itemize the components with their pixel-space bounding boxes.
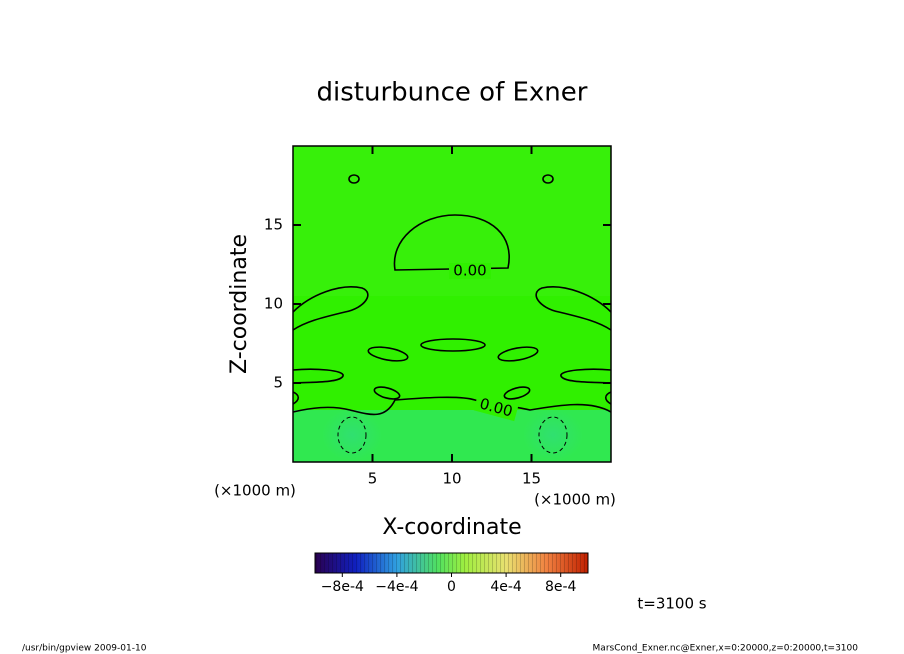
contour [560,368,612,384]
contour [604,391,612,405]
contour [538,416,568,454]
x-tick-label: 5 [368,470,378,488]
contour [292,286,369,331]
colorbar-tick-label: −8e-4 [321,579,364,595]
footer-left: /usr/bin/gpview 2009-01-10 [22,644,147,654]
field-fill [322,409,382,461]
colorbar-tick-label: 8e-4 [545,579,577,595]
colorbar-tick-label: 0 [447,579,456,595]
x-tick-label: 10 [442,470,461,488]
label-bg [473,394,519,422]
footer-right: MarsCond_Exner.nc@Exner,x=0:20000,z=0:20… [593,644,859,654]
colorbar-tick-label: 4e-4 [490,579,522,595]
field [293,146,611,462]
colorbar-frame [314,552,589,574]
y-tick-label: 5 [273,374,283,392]
x-tick-label: 15 [522,470,541,488]
contour [393,214,510,271]
x-axis-label: X-coordinate [382,515,521,540]
contour-label: 0.00 [453,262,486,280]
contours: 0.00 0.00 [292,174,612,454]
time-label: t=3100 s [637,595,706,613]
contour [367,346,409,362]
contour [542,174,554,184]
x-unit: (×1000 m) [534,491,616,509]
chart-title: disturbunce of Exner [317,78,588,108]
contour [535,286,612,331]
y-tick-label: 15 [264,216,283,234]
y-axis-label: Z-coordinate [227,234,252,374]
y-tick-label: 10 [264,295,283,313]
contour [348,174,360,184]
contour [497,346,539,362]
colorbar-tick-label: −4e-4 [375,579,418,595]
contour [420,338,486,352]
contour [292,396,612,416]
label-bg [449,263,491,279]
field-fill [523,409,583,461]
contour [503,386,531,400]
contour [292,391,300,405]
contour [292,368,344,384]
contour [337,416,367,454]
contour [373,386,401,400]
y-unit: (×1000 m) [214,482,296,500]
